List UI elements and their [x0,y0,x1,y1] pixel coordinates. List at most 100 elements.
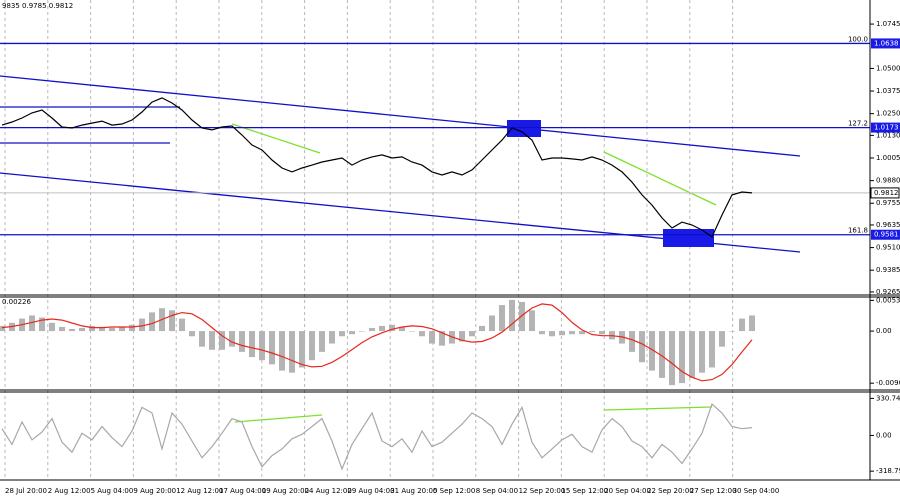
macd-bar [639,331,645,363]
y-tick-label: 0.00 [876,431,892,439]
macd-bar [49,322,55,332]
macd-bar [79,327,85,332]
macd-bar [459,331,465,342]
macd-bar [729,331,735,332]
macd-bar [229,331,235,347]
macd-bar [129,324,135,332]
divergence-line [234,414,323,423]
y-tick-label: 0.9385 [876,266,900,274]
macd-bar [589,331,595,333]
macd-bar [269,331,275,365]
x-tick-label: 12 Aug 12:00 [176,487,223,495]
macd-bar [199,331,205,347]
x-tick-label: 12 Sep 20:00 [519,487,566,495]
x-tick-label: 9 Aug 20:00 [133,487,176,495]
macd-bar [299,331,305,368]
x-tick-label: 20 Sep 04:00 [604,487,651,495]
x-tick-label: 27 Sep 12:00 [690,487,737,495]
macd-bar [239,331,245,352]
macd-bar [549,331,555,337]
x-tick-label: 2 Aug 12:00 [48,487,91,495]
macd-bar [89,325,95,332]
zone-box [663,229,714,247]
macd-bar [519,301,525,332]
divergence-line [231,123,321,154]
macd-bar [439,331,445,346]
y-tick-label: 0.9755 [876,199,900,207]
x-tick-label: 30 Sep 04:00 [733,487,780,495]
y-tick-label: 0.00532 [876,296,900,304]
x-tick-label: 5 Sep 12:00 [433,487,475,495]
macd-bar [499,305,505,332]
macd-bar [279,331,285,371]
macd-bar [469,331,475,337]
y-tick-label: 330.7482 [876,394,900,402]
level-label: 1.0173 [874,124,899,132]
macd-bar [539,331,545,335]
macd-bar [169,310,175,332]
macd-signal [1,303,753,382]
y-tick-label: 1.0250 [876,110,900,118]
macd-bar [409,331,415,332]
cci-line [1,403,753,471]
x-tick-label: 29 Aug 04:00 [347,487,394,495]
macd-bar [679,331,685,384]
macd-bar [29,315,35,332]
macd-bar [419,331,425,337]
macd-bar [309,331,315,361]
macd-bar [39,317,45,332]
macd-bar [349,331,355,335]
macd-bar [699,331,705,373]
last-price-label: 0.9812 [874,189,899,197]
y-tick-label: 1.0130 [876,131,900,139]
channel-upper [0,75,801,157]
level-box [871,122,900,133]
macd-bar [579,331,585,335]
x-tick-label: 28 Jul 20:00 [5,487,47,495]
x-tick-label: 8 Sep 04:00 [476,487,518,495]
fib-label: 127.2 [848,120,868,128]
macd-current: 0.00226 [2,298,31,306]
fib-label: 161.8 [848,227,868,235]
macd-bar [719,331,725,347]
macd-bar [109,327,115,332]
macd-bar [529,310,535,332]
y-tick-label: 0.9635 [876,221,900,229]
grid [4,0,734,480]
macd-bar [659,331,665,378]
y-tick-label: 1.0745 [876,20,900,28]
x-tick-label: 22 Sep 20:00 [647,487,694,495]
y-tick-label: 1.0500 [876,64,900,72]
macd-bar [739,318,745,332]
macd-bar [649,331,655,371]
macd-bar [139,318,145,332]
macd-bar [59,326,65,332]
macd-bar [329,331,335,344]
macd-bar [369,327,375,332]
macd-bar [319,331,325,352]
x-tick-label: 24 Aug 12:00 [305,487,352,495]
macd-bar [149,312,155,332]
y-tick-label: 1.0375 [876,87,900,95]
marks [0,42,870,471]
price-line [1,97,753,238]
macd-bar [359,331,365,332]
macd-bar [429,331,435,344]
x-tick-label: 19 Aug 20:00 [262,487,309,495]
macd-bar [189,331,195,337]
macd-bar [709,331,715,368]
divergence-line [603,151,717,206]
y-tick-label: 0.00 [876,327,892,335]
macd-bar [569,331,575,335]
y-tick-label: -318.798 [876,467,900,475]
x-tick-label: 15 Sep 12:00 [561,487,608,495]
macd-bar [489,315,495,332]
level-box [871,229,900,240]
macd-bar [509,299,515,332]
macd-bar [0,325,5,332]
macd-bar [599,331,605,335]
x-tick-label: 17 Aug 04:00 [219,487,266,495]
macd-bar [119,326,125,332]
